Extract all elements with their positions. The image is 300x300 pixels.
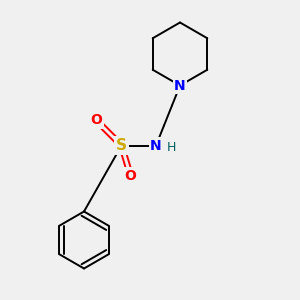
Text: O: O: [90, 113, 102, 127]
Text: O: O: [124, 169, 136, 182]
Text: H: H: [167, 141, 176, 154]
Text: N: N: [174, 79, 186, 92]
Text: N: N: [150, 139, 162, 152]
Text: S: S: [116, 138, 127, 153]
